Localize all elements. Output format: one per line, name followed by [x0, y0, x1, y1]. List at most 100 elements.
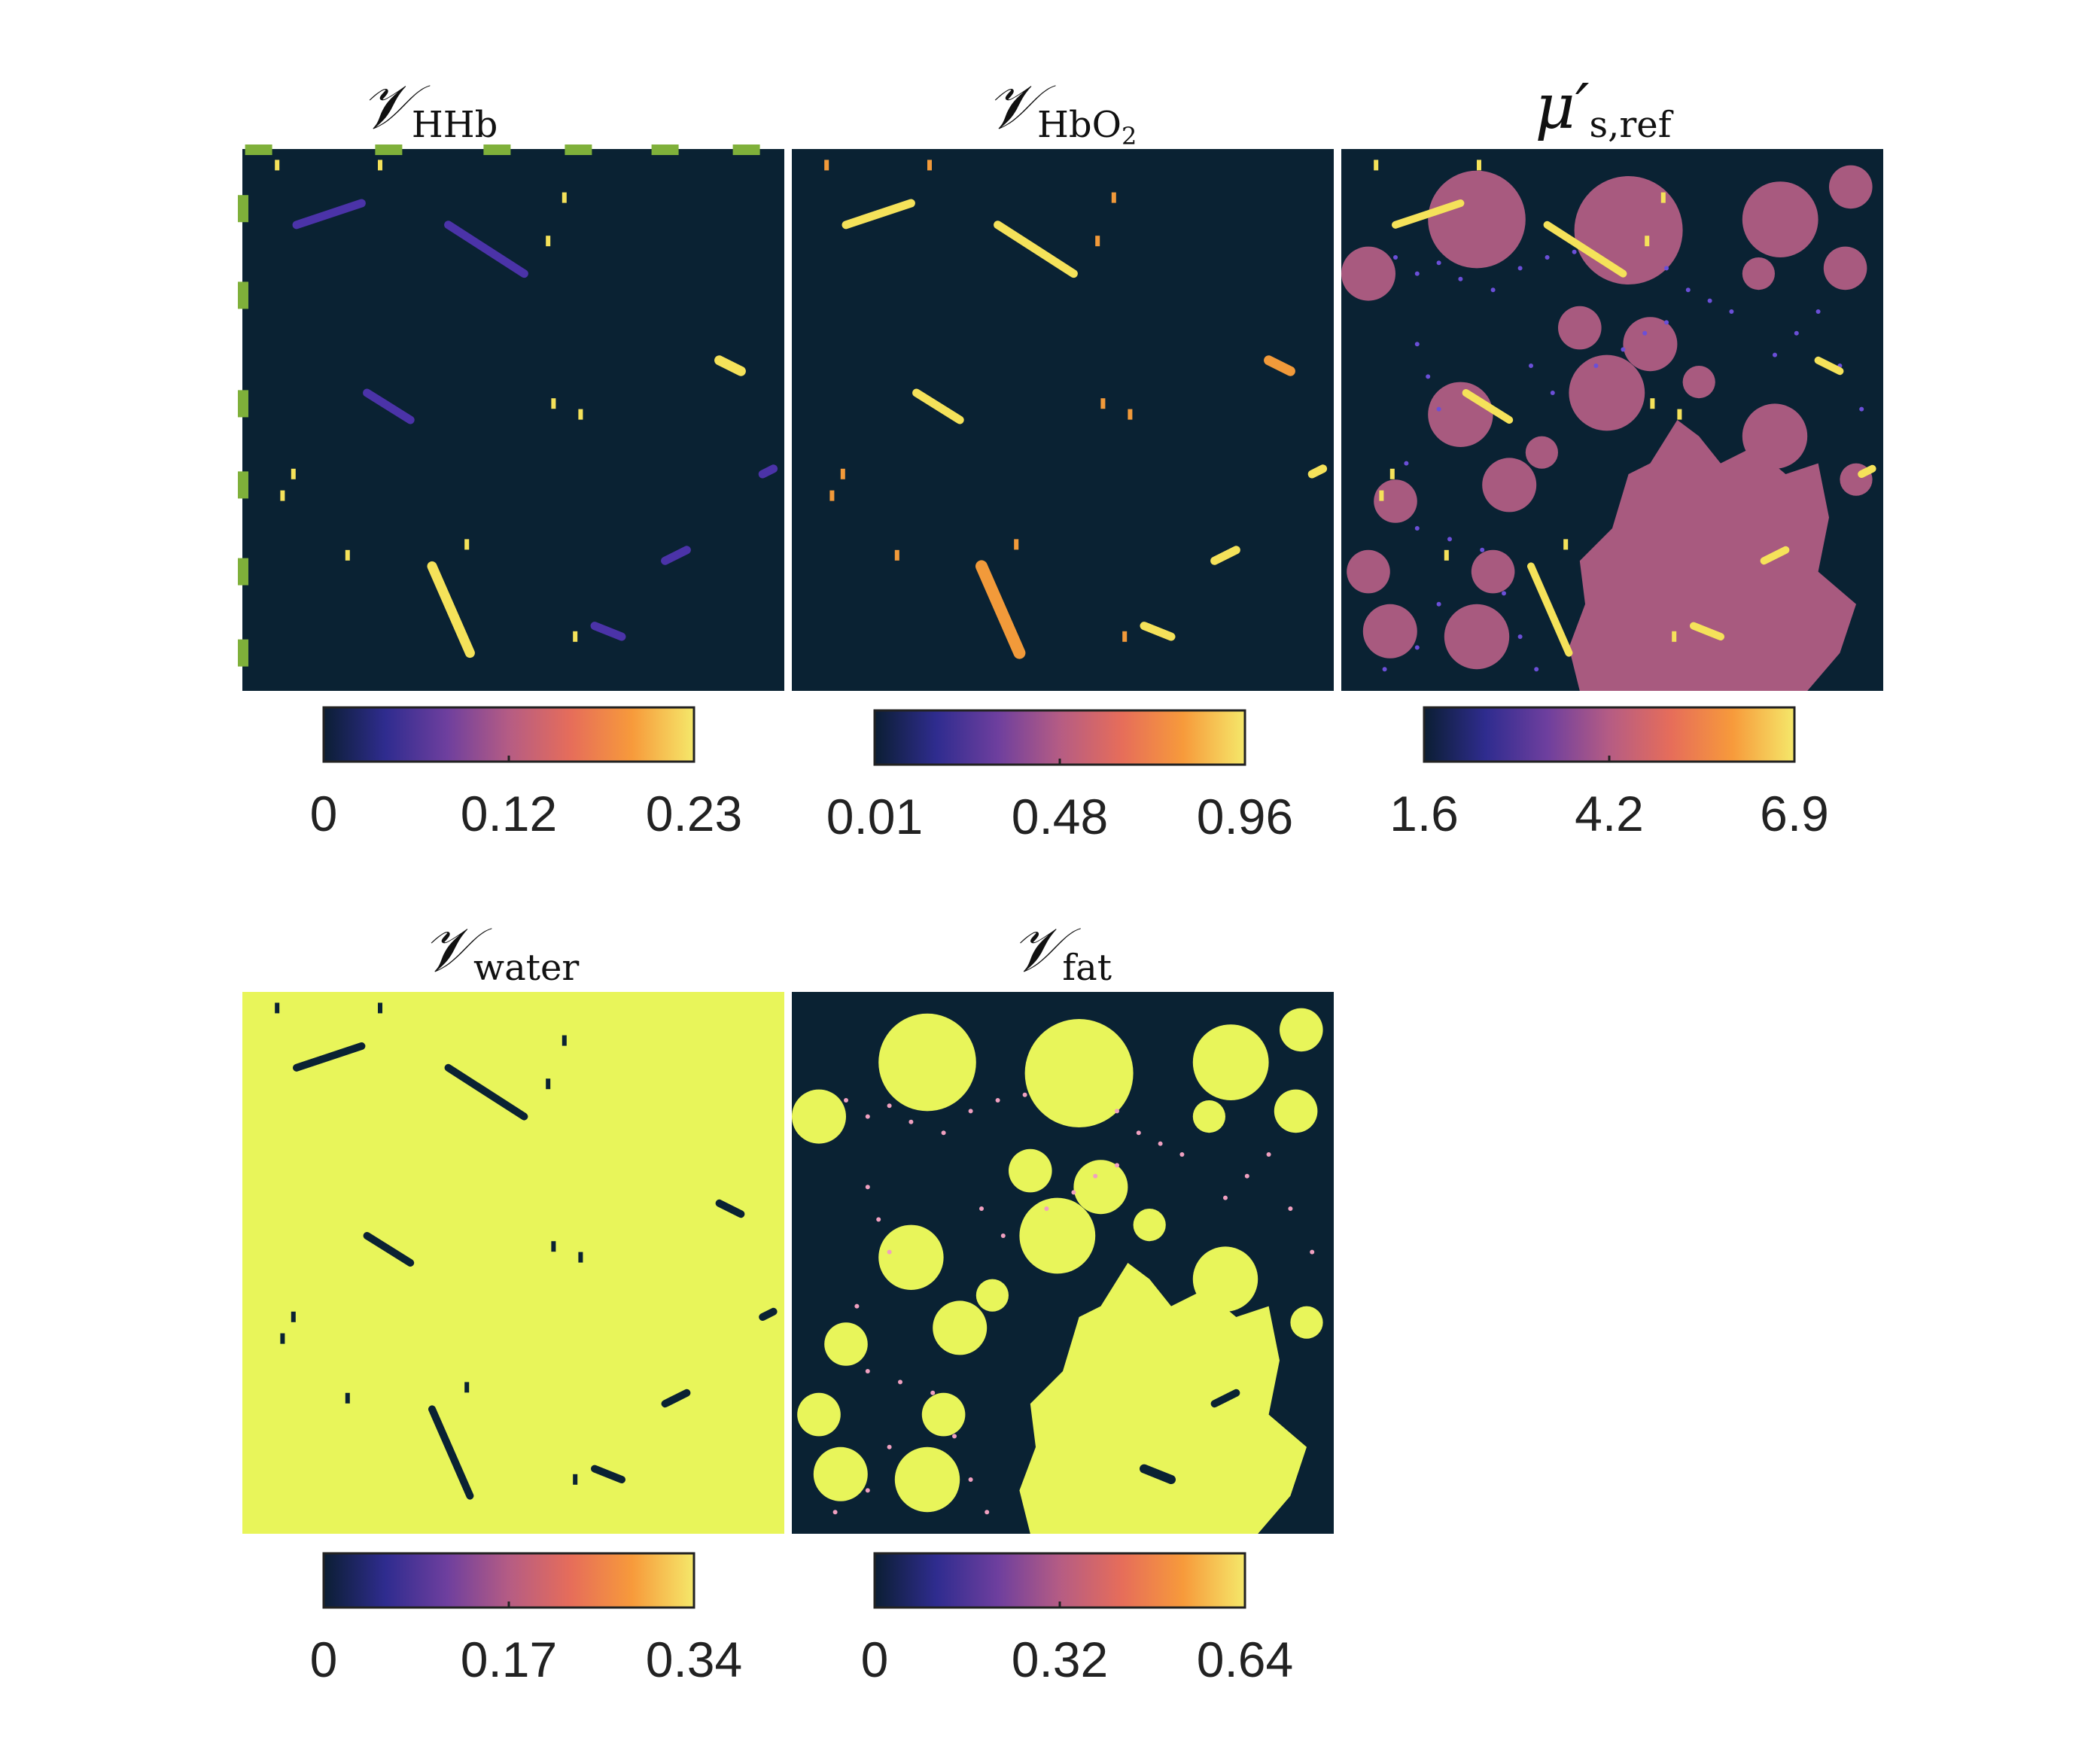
hhb-spot-10 — [573, 631, 578, 642]
mus-region-b10 — [1428, 382, 1493, 447]
hbo2-spot-3 — [1095, 236, 1100, 247]
fat-dot-30 — [1310, 1249, 1315, 1255]
hbo2-spot-9 — [1014, 539, 1019, 550]
mus-dot-13 — [1642, 330, 1648, 336]
hbo2-vessel-v1 — [842, 199, 915, 230]
panel-water-colorbar: 0 0.17 0.34 — [310, 1552, 742, 1687]
panel-mus-title: μ′s,ref — [1535, 71, 1674, 146]
panel-hhb-colorbar: 0 0.12 0.23 — [310, 706, 742, 841]
mus-dot-20 — [1414, 526, 1420, 531]
hhb-boundary-top-3 — [565, 144, 592, 155]
mus-dot-22 — [1480, 547, 1485, 552]
fat-dot-14 — [1071, 1190, 1076, 1195]
colorbar-4-gradient — [873, 1552, 1246, 1609]
panel-hbo2-title: 𝒱HbO2 — [986, 71, 1137, 151]
hhb-boundary-left-2 — [238, 390, 248, 418]
hbo2-vessel-v8 — [1307, 464, 1328, 479]
fat-region-b7 — [1009, 1148, 1052, 1193]
fat-dot-9 — [1136, 1130, 1141, 1136]
hhb-boundary-left-3 — [238, 471, 248, 499]
panel-hbo2-title-sub: HbO — [1037, 104, 1122, 146]
mus-vessel-v4 — [1462, 389, 1514, 424]
hhb-background — [242, 149, 784, 691]
mus-dot-17 — [1426, 374, 1431, 379]
mus-dot-19 — [1404, 461, 1409, 466]
mus-region-b14 — [1374, 479, 1417, 523]
mus-dot-27 — [1794, 330, 1799, 336]
panel-mus-map — [1341, 149, 1883, 691]
mus-dot-8 — [1664, 266, 1669, 271]
hbo2-orange-vessel — [975, 560, 1026, 659]
water-spot-9 — [464, 1382, 470, 1393]
mus-region-b9 — [1623, 317, 1678, 372]
water-spot-4 — [291, 1311, 296, 1322]
fat-region-b1 — [792, 1089, 846, 1144]
panel-water-title-sub: water — [473, 947, 579, 989]
mus-dot-18 — [1436, 406, 1441, 412]
mus-dot-14 — [1621, 347, 1626, 352]
hhb-spot-8 — [578, 409, 583, 420]
mus-vessel-v3 — [1814, 356, 1844, 376]
hhb-spot-3 — [546, 236, 551, 247]
mus-vessel-v6 — [1690, 622, 1724, 640]
mus-region-b1 — [1341, 246, 1395, 301]
mus-dot-26 — [1773, 352, 1777, 357]
fat-dot-17 — [876, 1217, 881, 1222]
water-spot-0 — [275, 1002, 280, 1014]
fat-dot-7 — [1022, 1092, 1027, 1097]
fat-region-b17 — [921, 1392, 966, 1437]
colorbar-3-tick-label-0: 0 — [310, 1632, 338, 1687]
mus-region-b15 — [1482, 458, 1537, 513]
water-vessel-v8 — [759, 1307, 778, 1321]
fat-region-b4 — [1192, 1024, 1269, 1100]
hhb-boundary-top-5 — [732, 144, 760, 155]
mus-dot-23 — [1502, 591, 1506, 596]
panel-fat-colorbar: 0 0.32 0.64 — [861, 1552, 1293, 1687]
hhb-vessel-v8 — [758, 464, 778, 479]
hhb-boundary-left-5 — [238, 639, 248, 667]
mus-region-b20 — [1682, 366, 1715, 399]
mus-spot-1 — [1477, 160, 1481, 171]
colorbar-3-gradient — [322, 1552, 695, 1609]
fat-dot-25 — [865, 1488, 870, 1493]
panel-mus-title-sub: s,ref — [1589, 104, 1673, 146]
fat-dot-21 — [898, 1379, 902, 1385]
fat-region-b18 — [894, 1446, 960, 1513]
hhb-boundary-top-1 — [375, 144, 403, 155]
hhb-spot-5 — [280, 490, 285, 501]
mus-dot-6 — [1545, 255, 1550, 260]
hhb-vessel-v2 — [444, 221, 528, 278]
mus-dot-28 — [1815, 309, 1821, 314]
panel-hhb-title-sub: HHb — [412, 104, 498, 146]
mus-dot-12 — [1664, 320, 1669, 325]
colorbar-0-tick-label-1: 0.12 — [461, 786, 557, 841]
fat-dot-15 — [1044, 1206, 1049, 1211]
hhb-spot-9 — [464, 539, 470, 550]
mus-dot-15 — [1593, 363, 1599, 368]
water-spot-6 — [345, 1392, 350, 1404]
fat-dot-19 — [854, 1303, 860, 1309]
fat-dot-4 — [941, 1130, 946, 1136]
water-spot-1 — [378, 1002, 382, 1014]
panel-fat-title: 𝒱fat — [1011, 914, 1112, 989]
mus-dot-21 — [1447, 537, 1452, 542]
mus-dot-32 — [1550, 391, 1555, 395]
water-spot-8 — [578, 1252, 583, 1263]
water-vessel-v6 — [591, 1465, 625, 1483]
fat-dot-16 — [865, 1185, 870, 1190]
fat-region-b3 — [1024, 1019, 1134, 1127]
fat-region-b12 — [1192, 1246, 1258, 1312]
fat-dot-22 — [930, 1390, 936, 1395]
hhb-boundary-top-0 — [245, 144, 272, 155]
mus-dot-3 — [1458, 276, 1463, 281]
hhb-boundary-top-2 — [483, 144, 511, 155]
water-spot-7 — [551, 1241, 556, 1252]
fat-region-b16 — [797, 1392, 841, 1437]
hbo2-spot-4 — [840, 468, 845, 479]
fat-region-b11 — [975, 1279, 1009, 1312]
mus-region-b6 — [1823, 246, 1867, 290]
mus-dot-11 — [1729, 309, 1734, 314]
panel-fat: 𝒱fat 0 0.32 0.64 — [792, 914, 1334, 1687]
mus-region-b4 — [1742, 181, 1818, 257]
hbo2-spot-8 — [1128, 409, 1133, 420]
